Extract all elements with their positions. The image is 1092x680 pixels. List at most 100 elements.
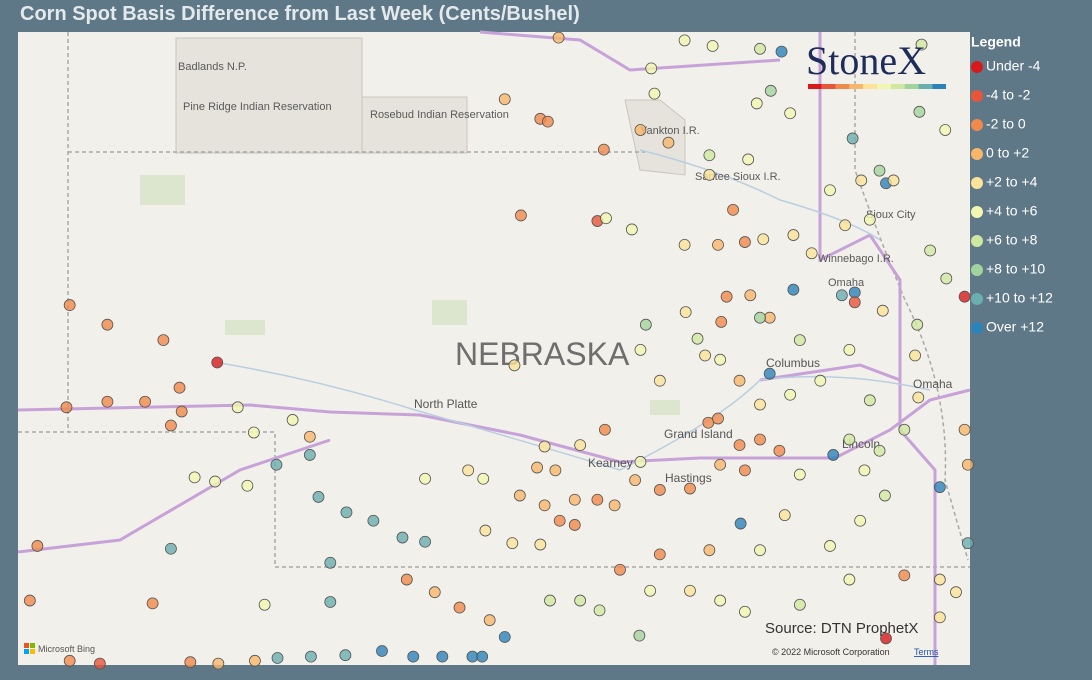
data-point (212, 657, 225, 670)
data-point (376, 645, 388, 657)
data-point (231, 401, 244, 414)
data-point (933, 611, 946, 624)
data-point (754, 311, 766, 324)
data-point (876, 304, 889, 317)
data-point (839, 219, 851, 232)
legend: Under -4 -4 to -2 -2 to 0 0 to +2 +2 to +4 +4… (971, 58, 1053, 335)
rivers (219, 149, 931, 471)
data-point (854, 514, 867, 527)
data-point (653, 484, 666, 496)
data-point (591, 493, 604, 506)
data-point (940, 272, 953, 285)
data-point (340, 506, 353, 519)
data-point (634, 124, 647, 136)
data-point (625, 223, 638, 236)
data-point (950, 586, 962, 599)
bing-text: Microsoft Bing (38, 644, 95, 654)
data-point (662, 136, 675, 149)
data-point (699, 349, 711, 362)
data-point (843, 344, 856, 356)
data-point (714, 353, 727, 366)
data-point (712, 412, 724, 425)
data-point (887, 174, 900, 187)
copyright: © 2022 Microsoft Corporation (772, 647, 890, 657)
data-point (879, 489, 891, 502)
data-point (63, 654, 76, 667)
logo-bar-segment (932, 84, 946, 89)
data-point (60, 401, 73, 414)
data-point (787, 229, 800, 241)
data-point (258, 598, 271, 611)
data-point (175, 405, 188, 418)
data-point (858, 464, 871, 477)
data-point (597, 143, 610, 156)
legend-swatch (971, 90, 983, 102)
data-point (407, 650, 420, 663)
data-point (241, 479, 254, 492)
place-label: Pine Ridge Indian Reservation (183, 101, 332, 113)
data-point (653, 548, 666, 561)
data-point (754, 544, 766, 557)
legend-swatch (971, 119, 983, 131)
terms-link[interactable]: Terms (914, 647, 939, 657)
data-point (541, 115, 554, 128)
data-point (702, 416, 715, 429)
logo-bar-segment (863, 84, 877, 89)
data-point (846, 132, 859, 145)
data-point (911, 318, 924, 331)
points (23, 31, 974, 670)
data-point (574, 439, 587, 452)
data-point (648, 87, 661, 100)
data-point (184, 656, 197, 669)
data-point (538, 440, 551, 453)
data-point (599, 423, 611, 436)
data-point (653, 374, 666, 387)
data-point (593, 604, 606, 617)
data-point (754, 433, 766, 446)
logo-bar-segment (849, 84, 864, 89)
data-point (848, 286, 861, 299)
data-point (827, 449, 840, 461)
data-point (286, 414, 299, 426)
data-point (534, 538, 547, 551)
data-point (498, 93, 511, 106)
data-point (549, 464, 562, 477)
data-point (733, 374, 746, 387)
data-point (739, 464, 751, 477)
data-point (639, 318, 652, 331)
data-point (712, 238, 724, 251)
data-point (479, 524, 492, 537)
data-point (703, 168, 716, 181)
data-point (633, 629, 646, 642)
data-point (855, 174, 868, 187)
legend-label: +4 to +6 (986, 203, 1038, 219)
data-point (574, 594, 587, 607)
logo-bar-segment (835, 84, 850, 89)
data-point (544, 594, 556, 607)
data-point (764, 84, 777, 97)
data-point (909, 349, 921, 362)
data-point (634, 456, 647, 468)
data-point (312, 491, 325, 503)
legend-swatch (971, 264, 983, 276)
data-point (568, 519, 581, 531)
legend-swatch (971, 293, 983, 305)
legend-swatch (971, 322, 983, 334)
legend-label: +10 to +12 (986, 290, 1053, 306)
legend-label: -4 to -2 (986, 87, 1031, 103)
data-point (476, 650, 489, 663)
place-label: Santee Sioux I.R. (695, 171, 781, 183)
data-point (742, 153, 755, 166)
data-point (209, 475, 221, 488)
data-point (101, 318, 114, 331)
data-point (873, 164, 886, 177)
data-point (898, 569, 911, 582)
legend-swatch (971, 177, 983, 189)
data-point (843, 433, 856, 446)
data-point (93, 657, 106, 670)
data-point (477, 472, 490, 485)
data-point (961, 537, 974, 550)
data-point (843, 573, 856, 586)
data-point (419, 535, 431, 548)
data-point (824, 540, 836, 552)
